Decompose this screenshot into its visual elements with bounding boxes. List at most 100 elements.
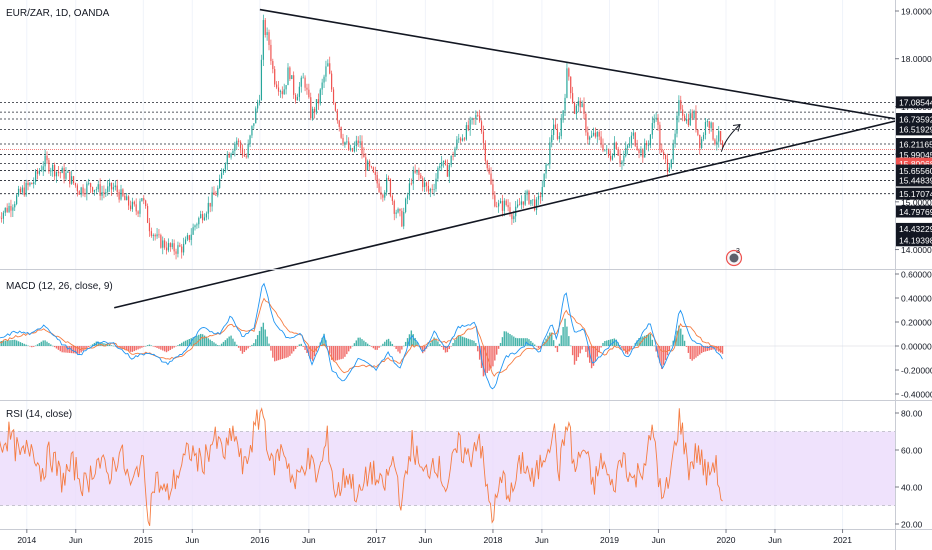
- time-axis-tick-label: 2020: [717, 535, 736, 545]
- macd-axis-tick-label: -0.40000: [901, 390, 932, 400]
- candle-body: [570, 76, 572, 94]
- macd-histogram-bar: [247, 346, 249, 349]
- candle-body: [357, 140, 359, 144]
- candle-body: [99, 184, 101, 196]
- candle-body: [255, 108, 257, 124]
- price-tag-box: [896, 96, 932, 109]
- time-axis[interactable]: 2014 Jun 2015 Jun 2016 Jun 2017 Jun 2018 Jun 2019 J…: [17, 529, 852, 545]
- tradingview-badge[interactable]: 3: [725, 248, 743, 267]
- candle-body: [308, 89, 310, 98]
- candle-body: [152, 234, 154, 236]
- price-tag-label: 16.51929: [899, 125, 932, 135]
- macd-histogram-bar: [458, 335, 460, 346]
- candle-body: [103, 191, 105, 193]
- macd-histogram-bar: [57, 346, 60, 350]
- macd-histogram-bar: [336, 346, 339, 361]
- macd-histogram-bar: [55, 346, 58, 349]
- macd-histogram-bar: [668, 346, 671, 351]
- triangle-trendline[interactable]: [259, 8, 901, 121]
- candle-body: [644, 143, 646, 158]
- macd-histogram-bar: [403, 345, 405, 347]
- macd-histogram-bar: [568, 336, 570, 346]
- candle-body: [35, 171, 37, 182]
- macd-histogram-bar: [615, 339, 617, 346]
- candle-body: [310, 97, 312, 119]
- rsi-plot[interactable]: [0, 407, 895, 527]
- macd-histogram-bar: [439, 344, 441, 346]
- candle-body: [215, 194, 217, 196]
- macd-histogram-bar: [670, 345, 672, 347]
- macd-histogram-bar: [552, 340, 555, 346]
- candle-body: [46, 155, 48, 161]
- candle-body: [634, 132, 636, 146]
- macd-histogram-bar: [611, 338, 614, 346]
- macd-histogram-bar: [459, 336, 462, 346]
- macd-histogram-bar: [110, 345, 113, 346]
- macd-histogram-bar: [710, 346, 712, 350]
- macd-histogram-bar: [651, 339, 654, 346]
- candle-body: [245, 156, 247, 158]
- macd-histogram-bar: [105, 343, 107, 346]
- rsi-axis-tick-label: 60.00: [901, 446, 923, 456]
- macd-histogram-bar: [496, 346, 498, 355]
- projection-arrow[interactable]: [720, 124, 741, 152]
- price-tag-box: [896, 113, 932, 126]
- macd-histogram-bar: [251, 344, 253, 346]
- candle-body: [112, 187, 115, 190]
- macd-plot[interactable]: [0, 282, 895, 390]
- candle-body: [80, 187, 82, 195]
- candle-body: [141, 198, 143, 202]
- candle-body: [351, 148, 354, 152]
- candle-body: [496, 206, 498, 208]
- macd-histogram-bar: [69, 346, 71, 353]
- candle-body: [608, 148, 610, 157]
- macd-histogram-bar: [289, 346, 291, 356]
- macd-histogram-bar: [44, 340, 46, 346]
- price-axis[interactable]: 19.0000018.0000017.0000016.0000015.00000…: [895, 7, 932, 256]
- macd-axis-tick-label: 0.00000: [901, 342, 932, 352]
- rsi-axis[interactable]: 80.00 60.00 40.00 20.00: [895, 409, 923, 530]
- candle-body: [568, 68, 570, 77]
- candle-body: [293, 75, 295, 95]
- candle-body: [23, 187, 25, 196]
- candle-body: [384, 192, 386, 198]
- macd-histogram-bar: [165, 346, 168, 353]
- candle-body: [33, 181, 35, 185]
- price-plot[interactable]: [0, 14, 724, 260]
- macd-histogram-bar: [497, 346, 500, 349]
- macd-histogram-bar: [296, 346, 299, 347]
- macd-axis-tick-label: -0.20000: [901, 366, 932, 376]
- macd-histogram-bar: [571, 346, 574, 356]
- candle-body: [105, 192, 107, 193]
- macd-histogram-bar: [440, 346, 443, 347]
- macd-histogram-bar: [42, 340, 44, 346]
- macd-axis[interactable]: 0.60000 0.40000 0.20000 0.00000 -0.20000 -0.4…: [895, 270, 932, 400]
- candle-body: [4, 207, 6, 213]
- macd-histogram-bar: [220, 343, 223, 346]
- candle-body: [714, 139, 716, 145]
- candle-body: [287, 67, 289, 86]
- macd-histogram-bar: [25, 344, 27, 346]
- price-axis-tick-label: 15.00000: [901, 197, 932, 207]
- price-tag-label: 14.79769: [899, 207, 932, 217]
- candle-body: [471, 118, 473, 120]
- macd-histogram-bar: [530, 340, 532, 346]
- macd-histogram-bar: [587, 346, 589, 358]
- candle-body: [405, 198, 407, 213]
- horizontal-levels: [0, 101, 895, 195]
- macd-histogram-bar: [645, 334, 648, 346]
- macd-histogram-bar: [412, 334, 414, 346]
- macd-histogram-bar: [239, 346, 242, 351]
- triangle-trendline[interactable]: [114, 118, 902, 309]
- candle-body: [480, 121, 483, 132]
- macd-histogram-bar: [268, 343, 270, 346]
- candle-body: [266, 32, 268, 35]
- candle-body: [224, 164, 226, 170]
- macd-histogram-bar: [513, 336, 515, 346]
- time-axis-tick-label: Jun: [652, 535, 666, 545]
- candle-body: [346, 141, 348, 143]
- macd-histogram-bar: [249, 346, 251, 347]
- macd-histogram-bar: [230, 335, 232, 346]
- candle-body: [228, 154, 230, 158]
